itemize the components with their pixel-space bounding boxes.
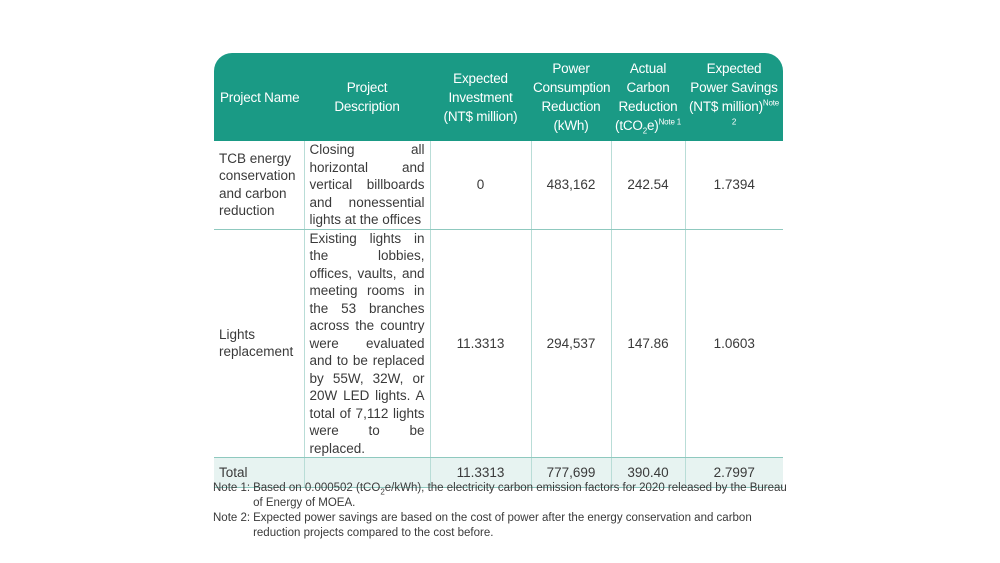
header-carbon-sub: 2	[642, 126, 647, 136]
note-1-suffix: e/kWh), the electricity carbon emission …	[253, 482, 787, 509]
header-project-description: Project Description	[304, 53, 430, 141]
row-project-name: Lights replacement	[214, 229, 304, 458]
header-power-reduction: Power Consumption Reduction (kWh)	[531, 53, 611, 141]
total-investment: 11.3313	[429, 457, 531, 488]
row-power-savings: 1.7394	[684, 141, 783, 230]
header-carbon-suffix: e)	[646, 118, 659, 133]
row-investment: 0	[429, 141, 531, 230]
total-carbon-reduction: 390.40	[610, 457, 685, 488]
note-1-prefix: Based on 0.000502 (tCO	[253, 482, 381, 494]
note-2-label: Note 2:	[213, 512, 251, 524]
table-header: Project Name Project Description Expecte…	[214, 53, 783, 141]
energy-projects-table-wrapper: Project Name Project Description Expecte…	[214, 53, 783, 488]
row-power-savings: 1.0603	[684, 229, 783, 458]
header-carbon-reduction: Actual Carbon Reduction (tCO2e)Note 1	[611, 53, 685, 141]
note-1-sub: 2	[380, 487, 385, 497]
row-carbon-reduction: 242.54	[610, 141, 685, 230]
row-power-reduction: 294,537	[530, 229, 611, 458]
table-notes: Note 1: Based on 0.000502 (tCO2e/kWh), t…	[213, 481, 793, 541]
table-body: TCB energy conservation and carbon reduc…	[214, 141, 783, 488]
total-power-reduction: 777,699	[530, 457, 611, 488]
row-investment: 11.3313	[429, 229, 531, 458]
header-carbon-note: Note 1	[658, 117, 682, 127]
header-power-savings-note: Note 2	[731, 98, 779, 127]
note-2-text: Expected power savings are based on the …	[253, 512, 752, 539]
note-1-label: Note 1:	[213, 482, 251, 494]
header-carbon-reduction-text: Actual Carbon Reduction (tCO	[615, 61, 678, 133]
row-carbon-reduction: 147.86	[610, 229, 685, 458]
total-label: Total	[214, 457, 304, 488]
row-project-name: TCB energy conservation and carbon reduc…	[214, 141, 304, 230]
energy-projects-table: Project Name Project Description Expecte…	[214, 53, 783, 488]
header-power-savings: Expected Power Savings (NT$ million)Note…	[685, 53, 783, 141]
total-row: Total 11.3313 777,699 390.40 2.7997	[214, 457, 783, 488]
header-expected-investment: Expected Investment (NT$ million)	[430, 53, 531, 141]
row-power-reduction: 483,162	[530, 141, 611, 230]
header-project-name: Project Name	[214, 53, 304, 141]
row-project-description: Closing all horizontal and vertical bill…	[303, 141, 430, 230]
total-description	[303, 457, 430, 488]
row-project-description: Existing lights in the lobbies, offices,…	[303, 229, 430, 458]
note-1: Note 1: Based on 0.000502 (tCO2e/kWh), t…	[213, 481, 793, 511]
note-1-text: Based on 0.000502 (tCO2e/kWh), the elect…	[250, 481, 793, 511]
header-row: Project Name Project Description Expecte…	[214, 53, 783, 141]
table-row: TCB energy conservation and carbon reduc…	[214, 141, 783, 230]
header-power-savings-text: Expected Power Savings (NT$ million)	[688, 61, 778, 114]
table-row: Lights replacement Existing lights in th…	[214, 229, 783, 458]
total-power-savings: 2.7997	[684, 457, 783, 488]
note-2: Note 2: Expected power savings are based…	[213, 511, 793, 541]
